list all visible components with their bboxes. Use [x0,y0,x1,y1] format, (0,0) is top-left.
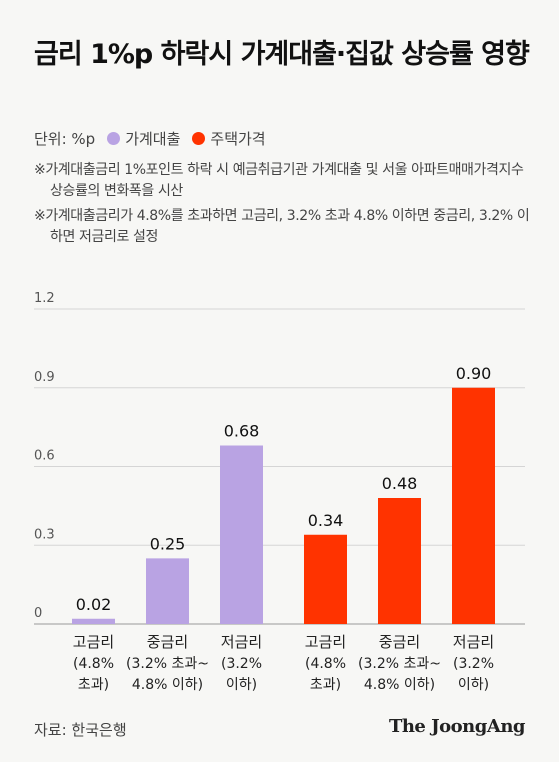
data-label: 0.25 [150,534,186,553]
x-category-label: 저금리 [221,633,262,651]
y-tick-label: 0.3 [34,527,55,542]
y-tick-label: 0.9 [34,370,55,385]
x-category-label: (3.2% [453,656,494,672]
notes: ※가계대출금리 1%포인트 하락 시 예금취급기관 가계대출 및 서울 아파트매… [34,160,534,252]
x-category-label: 저금리 [453,633,494,651]
x-category-label: 4.8% 이하) [364,677,435,693]
x-category-label: 초과) [310,677,341,693]
legend: 단위: %p 가계대출 주택가격 [34,128,266,149]
x-category-label: 고금리 [305,633,346,651]
x-category-label: 중금리 [379,633,420,651]
y-tick-label: 0 [34,606,42,621]
publisher-logo: The JoongAng [388,716,526,737]
bar [304,534,347,624]
x-category-label: (3.2% [221,656,262,672]
bar [72,618,115,624]
x-category-label: 고금리 [73,633,114,651]
x-category-label: (4.8% [305,656,346,672]
x-category-label: 중금리 [147,633,188,651]
bar [378,498,421,624]
unit-label: 단위: %p [34,130,96,148]
x-category-label: 4.8% 이하) [132,677,203,693]
x-category-label: 초과) [78,677,109,693]
bar [452,387,495,624]
source-label: 자료: 한국은행 [34,721,127,739]
bar [146,558,189,624]
note-1: ※가계대출금리 1%포인트 하락 시 예금취급기관 가계대출 및 서울 아파트매… [34,162,524,199]
note-2: ※가계대출금리가 4.8%를 초과하면 고금리, 3.2% 초과 4.8% 이하… [34,208,530,245]
data-label: 0.02 [76,595,112,614]
x-category-label: 이하) [226,677,257,693]
chart-title: 금리 1%p 하락시 가계대출·집값 상승률 영향 [34,39,530,70]
x-category-label: (4.8% [73,656,114,672]
x-category-label: 이하) [458,677,489,693]
y-tick-label: 1.2 [34,291,55,306]
data-label: 0.34 [308,511,344,530]
x-category-label: (3.2% 초과~ [358,656,441,672]
bar [220,445,263,624]
data-label: 0.68 [224,422,260,441]
y-tick-label: 0.6 [34,449,55,464]
legend-swatch-loans [107,132,121,145]
data-label: 0.48 [382,474,418,493]
x-category-label: (3.2% 초과~ [126,656,209,672]
legend-label-loans: 가계대출 [125,130,181,148]
data-label: 0.90 [456,364,492,383]
legend-swatch-housing [192,132,206,145]
legend-label-housing: 주택가격 [210,130,266,148]
